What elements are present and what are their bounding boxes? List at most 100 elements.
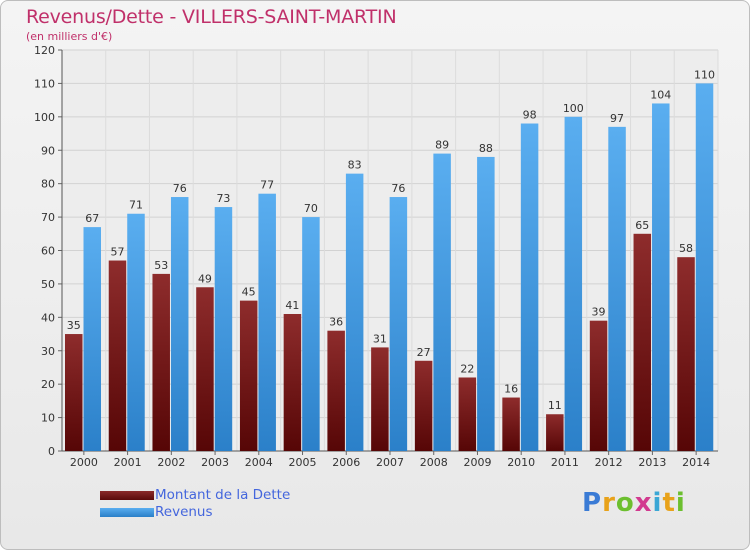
bar-revenue: [433, 153, 451, 451]
bar-revenue: [695, 83, 714, 452]
data-label-debt: 35: [67, 319, 81, 332]
bar-debt: [458, 377, 477, 451]
data-label-revenue: 88: [479, 142, 493, 155]
logo-letter: r: [602, 488, 616, 518]
x-tick-label: 2012: [595, 456, 623, 469]
proxiti-logo: Proxiti: [582, 488, 686, 518]
x-tick-label: 2008: [420, 456, 448, 469]
y-tick-label: 100: [34, 111, 55, 124]
data-label-revenue: 70: [304, 202, 318, 215]
bar-debt: [196, 287, 214, 451]
y-tick-label: 20: [41, 378, 55, 391]
legend-swatch-revenue: [100, 508, 154, 517]
bar-revenue: [214, 207, 233, 451]
data-label-debt: 65: [635, 219, 649, 232]
bar-debt: [633, 233, 652, 451]
data-label-revenue: 98: [523, 109, 537, 122]
bar-debt: [371, 347, 389, 451]
bar-debt: [589, 320, 608, 451]
bar-debt: [108, 260, 127, 451]
logo-letter: t: [662, 488, 676, 518]
x-tick-label: 2007: [376, 456, 404, 469]
data-label-revenue: 76: [391, 182, 405, 195]
data-label-debt: 58: [679, 242, 693, 255]
data-label-debt: 31: [373, 332, 387, 345]
y-tick-label: 30: [41, 345, 55, 358]
logo-letter: o: [615, 488, 635, 518]
data-label-debt: 36: [329, 316, 343, 329]
data-label-revenue: 73: [216, 192, 230, 205]
logo-letter: P: [582, 488, 603, 518]
x-tick-label: 2010: [507, 456, 535, 469]
y-tick-label: 0: [48, 445, 55, 458]
bar-debt: [502, 397, 520, 451]
bar-revenue: [302, 217, 320, 451]
legend-swatch-debt: [100, 491, 154, 500]
data-labels: 35 67 57 71 53 76 49 73 45 77 41 70 36 83 31 76 27 89 22 88…: [67, 68, 715, 412]
x-tick-label: 2003: [201, 456, 229, 469]
data-label-revenue: 100: [563, 102, 584, 115]
x-tick-label: 2006: [332, 456, 360, 469]
chart-title: Revenus/Dette - VILLERS-SAINT-MARTIN: [26, 6, 397, 28]
data-label-debt: 49: [198, 272, 212, 285]
data-label-revenue: 83: [348, 159, 362, 172]
bar-debt: [546, 414, 564, 451]
bar-revenue: [127, 213, 145, 451]
bar-revenue: [345, 173, 364, 451]
y-tick-label: 80: [41, 178, 55, 191]
logo-letter: i: [675, 488, 686, 518]
x-tick-label: 2001: [114, 456, 142, 469]
legend-label-revenue: Revenus: [155, 504, 213, 520]
data-label-debt: 16: [504, 383, 518, 396]
data-label-debt: 53: [154, 259, 168, 272]
data-label-debt: 45: [242, 286, 256, 299]
y-tick-label: 60: [41, 245, 55, 258]
data-label-debt: 27: [417, 346, 431, 359]
bar-revenue: [564, 116, 583, 451]
data-label-debt: 22: [460, 362, 474, 375]
data-label-revenue: 67: [85, 212, 99, 225]
x-tick-label: 2005: [289, 456, 317, 469]
y-tick-label: 120: [34, 44, 55, 57]
bars: [65, 83, 714, 452]
data-label-debt: 11: [548, 399, 562, 412]
data-label-revenue: 104: [650, 88, 671, 101]
y-tick-label: 90: [41, 144, 55, 157]
data-label-revenue: 89: [435, 139, 449, 152]
y-tick-label: 50: [41, 278, 55, 291]
data-label-debt: 39: [592, 306, 606, 319]
data-label-debt: 41: [285, 299, 299, 312]
x-tick-label: 2011: [551, 456, 579, 469]
logo-letter: x: [634, 488, 653, 518]
bar-debt: [65, 334, 83, 451]
data-label-debt: 57: [110, 246, 124, 259]
x-tick-label: 2000: [70, 456, 98, 469]
bar-revenue: [83, 227, 101, 451]
bar-debt: [239, 300, 258, 451]
bar-revenue: [170, 197, 189, 451]
x-tick-label: 2014: [682, 456, 710, 469]
data-label-revenue: 110: [694, 68, 715, 81]
data-label-revenue: 71: [129, 199, 143, 212]
bar-revenue: [652, 103, 670, 451]
bar-debt: [283, 313, 302, 451]
logo-letter: i: [652, 488, 663, 518]
data-label-revenue: 77: [260, 179, 274, 192]
bar-revenue: [520, 123, 539, 452]
chart-subtitle: (en milliers d'€): [26, 30, 113, 43]
x-tick-label: 2009: [463, 456, 491, 469]
data-label-revenue: 97: [610, 112, 624, 125]
bar-revenue: [258, 193, 276, 452]
bar-debt: [152, 273, 170, 451]
legend-label-debt: Montant de la Dette: [155, 487, 291, 503]
bar-debt: [677, 257, 695, 451]
bar-revenue: [389, 197, 408, 451]
y-tick-label: 110: [34, 77, 55, 90]
bar-revenue: [608, 126, 626, 451]
bar-debt: [327, 330, 345, 451]
y-tick-label: 10: [41, 412, 55, 425]
y-tick-label: 70: [41, 211, 55, 224]
bar-debt: [414, 360, 433, 451]
data-label-revenue: 76: [173, 182, 187, 195]
